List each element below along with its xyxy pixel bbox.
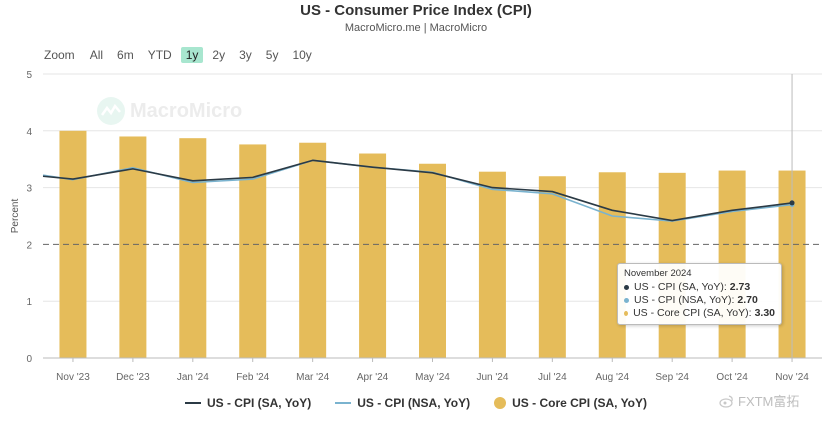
y-tick-label: 5 <box>26 70 32 81</box>
x-tick-label: Dec '23 <box>116 372 150 383</box>
zoom-6m-button[interactable]: 6m <box>117 48 134 62</box>
y-tick-label: 3 <box>26 184 32 195</box>
x-tick-label: Jan '24 <box>177 372 209 383</box>
x-tick-label: Feb '24 <box>236 372 269 383</box>
x-tick-label: Jun '24 <box>476 372 508 383</box>
series-dot-icon <box>624 285 629 290</box>
chart-title: US - Consumer Price Index (CPI) <box>300 2 532 19</box>
credit-text: FXTM富拓 <box>738 394 800 409</box>
weibo-logo-icon <box>719 394 733 408</box>
macromicro-logo-icon <box>97 97 125 125</box>
watermark-text: MacroMicro <box>130 99 243 122</box>
legend-label: US - CPI (SA, YoY) <box>206 396 312 410</box>
chart-legend: US - CPI (SA, YoY) US - CPI (NSA, YoY) U… <box>0 396 832 410</box>
x-tick-label: Jul '24 <box>538 372 567 383</box>
x-tick-label: Apr '24 <box>357 372 389 383</box>
tooltip-value: 2.70 <box>737 294 758 306</box>
tooltip-row: US - CPI (NSA, YoY): 2.70 <box>624 294 775 307</box>
tooltip-label: US - CPI (SA, YoY): <box>634 281 727 293</box>
core-cpi-bar <box>538 176 566 358</box>
x-tick-label: Nov '23 <box>56 372 90 383</box>
legend-label: US - Core CPI (SA, YoY) <box>512 396 648 410</box>
chart-subtitle: MacroMicro.me | MacroMicro <box>344 22 488 34</box>
x-tick-label: Sep '24 <box>655 372 689 383</box>
line-swatch-icon <box>184 402 201 404</box>
y-tick-label: 2 <box>26 240 32 251</box>
core-cpi-bar <box>119 136 147 358</box>
fxtm-credit: FXTM富拓 <box>718 391 799 410</box>
series-line <box>42 159 793 222</box>
zoom-1y-button[interactable]: 1y <box>180 47 204 63</box>
y-tick-label: 1 <box>26 297 32 308</box>
core-cpi-bar <box>179 138 207 358</box>
y-tick-label: 0 <box>26 354 32 365</box>
tooltip-value: 3.30 <box>754 307 775 319</box>
x-tick-label: Aug '24 <box>595 372 629 383</box>
data-tooltip: November 2024 US - CPI (SA, YoY): 2.73 U… <box>617 263 782 325</box>
core-cpi-bar <box>299 142 327 358</box>
core-cpi-bar <box>419 163 446 358</box>
x-tick-label: Mar '24 <box>296 372 329 383</box>
macromicro-watermark: MacroMicro <box>96 96 242 126</box>
core-cpi-bar <box>359 153 387 358</box>
legend-item-cpi-nsa[interactable]: US - CPI (NSA, YoY) <box>335 396 470 410</box>
x-tick-label: May '24 <box>415 372 450 383</box>
tooltip-value: 2.73 <box>729 281 751 293</box>
x-tick-label: Oct '24 <box>716 372 748 383</box>
tooltip-header: November 2024 <box>624 268 692 279</box>
core-cpi-bar <box>478 171 506 358</box>
zoom-all-button[interactable]: All <box>89 48 104 62</box>
tooltip-row: US - CPI (SA, YoY): 2.73 <box>624 281 775 294</box>
zoom-2y-button[interactable]: 2y <box>212 48 226 62</box>
tooltip-label: US - CPI (NSA, YoY): <box>634 294 735 306</box>
legend-item-core-cpi[interactable]: US - Core CPI (SA, YoY) <box>494 396 647 410</box>
y-axis-label: Percent <box>10 199 21 234</box>
zoom-toolbar: Zoom All 6m YTD 1y 2y 3y 5y 10y <box>44 46 321 64</box>
series-dot-icon <box>624 298 629 303</box>
zoom-10y-button[interactable]: 10y <box>292 48 312 62</box>
legend-item-cpi-sa[interactable]: US - CPI (SA, YoY) <box>184 396 312 410</box>
series-dot-icon <box>624 311 629 316</box>
zoom-5y-button[interactable]: 5y <box>265 48 279 62</box>
zoom-label: Zoom <box>44 48 75 62</box>
line-swatch-icon <box>335 402 352 404</box>
y-tick-label: 4 <box>26 127 32 138</box>
zoom-ytd-button[interactable]: YTD <box>147 48 172 62</box>
zoom-3y-button[interactable]: 3y <box>239 48 252 62</box>
x-tick-label: Nov '24 <box>775 372 809 383</box>
chart-plot: 0 1 2 3 4 5 Percent Nov '23 Dec '23 Jan '24 Feb '2… <box>10 70 822 383</box>
dot-swatch-icon <box>494 397 507 409</box>
series-point <box>789 200 795 206</box>
tooltip-row: US - Core CPI (SA, YoY): 3.30 <box>624 307 775 320</box>
tooltip-label: US - Core CPI (SA, YoY): <box>633 307 752 319</box>
legend-label: US - CPI (NSA, YoY) <box>357 396 471 410</box>
